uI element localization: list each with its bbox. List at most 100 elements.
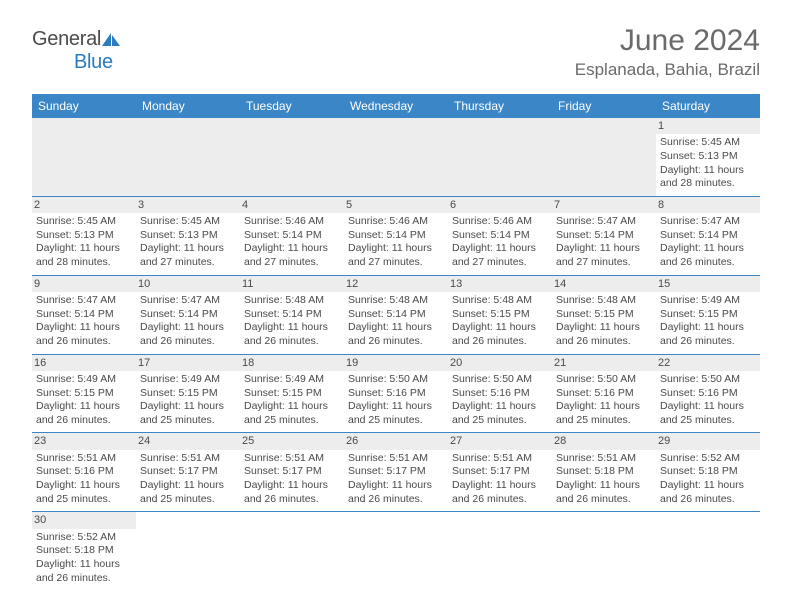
sunrise-line: Sunrise: 5:47 AM	[556, 215, 652, 229]
daylight-line: Daylight: 11 hours and 27 minutes.	[348, 242, 444, 269]
day-number: 7	[552, 197, 656, 213]
daylight-line: Daylight: 11 hours and 25 minutes.	[556, 400, 652, 427]
location-subtitle: Esplanada, Bahia, Brazil	[575, 60, 760, 80]
day-number: 16	[32, 355, 136, 371]
sunrise-line: Sunrise: 5:49 AM	[140, 373, 236, 387]
calendar-cell: 29Sunrise: 5:52 AMSunset: 5:18 PMDayligh…	[656, 433, 760, 512]
day-number: 12	[344, 276, 448, 292]
calendar-cell	[240, 118, 344, 196]
day-number: 30	[32, 512, 136, 528]
logo-text-blue: Blue	[74, 51, 113, 73]
sunset-line: Sunset: 5:15 PM	[660, 308, 756, 322]
col-monday: Monday	[136, 94, 240, 118]
col-friday: Friday	[552, 94, 656, 118]
col-sunday: Sunday	[32, 94, 136, 118]
sunrise-line: Sunrise: 5:48 AM	[452, 294, 548, 308]
daylight-line: Daylight: 11 hours and 26 minutes.	[452, 479, 548, 506]
sunset-line: Sunset: 5:16 PM	[452, 387, 548, 401]
calendar-cell: 9Sunrise: 5:47 AMSunset: 5:14 PMDaylight…	[32, 275, 136, 354]
sunrise-line: Sunrise: 5:51 AM	[140, 452, 236, 466]
sunset-line: Sunset: 5:14 PM	[244, 308, 340, 322]
calendar-cell: 26Sunrise: 5:51 AMSunset: 5:17 PMDayligh…	[344, 433, 448, 512]
daylight-line: Daylight: 11 hours and 26 minutes.	[556, 321, 652, 348]
sunset-line: Sunset: 5:14 PM	[244, 229, 340, 243]
month-title: June 2024	[575, 24, 760, 58]
calendar-cell	[448, 118, 552, 196]
calendar-cell: 13Sunrise: 5:48 AMSunset: 5:15 PMDayligh…	[448, 275, 552, 354]
calendar-cell: 25Sunrise: 5:51 AMSunset: 5:17 PMDayligh…	[240, 433, 344, 512]
calendar-cell	[448, 512, 552, 590]
weekday-header-row: Sunday Monday Tuesday Wednesday Thursday…	[32, 94, 760, 118]
sunrise-line: Sunrise: 5:49 AM	[36, 373, 132, 387]
calendar-cell: 22Sunrise: 5:50 AMSunset: 5:16 PMDayligh…	[656, 354, 760, 433]
calendar-cell: 11Sunrise: 5:48 AMSunset: 5:14 PMDayligh…	[240, 275, 344, 354]
calendar-cell	[344, 512, 448, 590]
sunset-line: Sunset: 5:15 PM	[36, 387, 132, 401]
daylight-line: Daylight: 11 hours and 27 minutes.	[140, 242, 236, 269]
day-number: 24	[136, 433, 240, 449]
sunset-line: Sunset: 5:15 PM	[244, 387, 340, 401]
daylight-line: Daylight: 11 hours and 26 minutes.	[348, 321, 444, 348]
daylight-line: Daylight: 11 hours and 27 minutes.	[556, 242, 652, 269]
sunrise-line: Sunrise: 5:45 AM	[140, 215, 236, 229]
calendar-cell: 19Sunrise: 5:50 AMSunset: 5:16 PMDayligh…	[344, 354, 448, 433]
calendar-cell: 16Sunrise: 5:49 AMSunset: 5:15 PMDayligh…	[32, 354, 136, 433]
col-wednesday: Wednesday	[344, 94, 448, 118]
day-number: 2	[32, 197, 136, 213]
calendar-cell: 10Sunrise: 5:47 AMSunset: 5:14 PMDayligh…	[136, 275, 240, 354]
col-tuesday: Tuesday	[240, 94, 344, 118]
calendar-cell: 17Sunrise: 5:49 AMSunset: 5:15 PMDayligh…	[136, 354, 240, 433]
logo-text-general: General	[32, 28, 101, 50]
calendar-cell: 18Sunrise: 5:49 AMSunset: 5:15 PMDayligh…	[240, 354, 344, 433]
calendar-cell: 21Sunrise: 5:50 AMSunset: 5:16 PMDayligh…	[552, 354, 656, 433]
sunrise-line: Sunrise: 5:47 AM	[660, 215, 756, 229]
sunrise-line: Sunrise: 5:45 AM	[36, 215, 132, 229]
sunset-line: Sunset: 5:14 PM	[660, 229, 756, 243]
calendar-cell: 4Sunrise: 5:46 AMSunset: 5:14 PMDaylight…	[240, 196, 344, 275]
daylight-line: Daylight: 11 hours and 28 minutes.	[660, 164, 756, 191]
daylight-line: Daylight: 11 hours and 26 minutes.	[140, 321, 236, 348]
calendar-cell: 20Sunrise: 5:50 AMSunset: 5:16 PMDayligh…	[448, 354, 552, 433]
day-number: 18	[240, 355, 344, 371]
daylight-line: Daylight: 11 hours and 25 minutes.	[660, 400, 756, 427]
calendar-cell	[136, 118, 240, 196]
calendar-table: Sunday Monday Tuesday Wednesday Thursday…	[32, 94, 760, 590]
sunrise-line: Sunrise: 5:51 AM	[556, 452, 652, 466]
daylight-line: Daylight: 11 hours and 26 minutes.	[36, 558, 132, 585]
calendar-cell: 2Sunrise: 5:45 AMSunset: 5:13 PMDaylight…	[32, 196, 136, 275]
sunset-line: Sunset: 5:18 PM	[36, 544, 132, 558]
day-number: 5	[344, 197, 448, 213]
sunset-line: Sunset: 5:14 PM	[36, 308, 132, 322]
calendar-row: 2Sunrise: 5:45 AMSunset: 5:13 PMDaylight…	[32, 196, 760, 275]
calendar-cell	[344, 118, 448, 196]
calendar-cell	[656, 512, 760, 590]
sunset-line: Sunset: 5:16 PM	[36, 465, 132, 479]
sunset-line: Sunset: 5:17 PM	[244, 465, 340, 479]
calendar-cell	[552, 118, 656, 196]
sunset-line: Sunset: 5:14 PM	[348, 229, 444, 243]
daylight-line: Daylight: 11 hours and 27 minutes.	[452, 242, 548, 269]
sunrise-line: Sunrise: 5:50 AM	[348, 373, 444, 387]
daylight-line: Daylight: 11 hours and 26 minutes.	[36, 321, 132, 348]
daylight-line: Daylight: 11 hours and 27 minutes.	[244, 242, 340, 269]
day-number: 25	[240, 433, 344, 449]
calendar-cell: 14Sunrise: 5:48 AMSunset: 5:15 PMDayligh…	[552, 275, 656, 354]
calendar-cell: 12Sunrise: 5:48 AMSunset: 5:14 PMDayligh…	[344, 275, 448, 354]
title-block: June 2024 Esplanada, Bahia, Brazil	[575, 24, 760, 80]
sunrise-line: Sunrise: 5:47 AM	[36, 294, 132, 308]
daylight-line: Daylight: 11 hours and 26 minutes.	[556, 479, 652, 506]
day-number: 8	[656, 197, 760, 213]
calendar-row: 23Sunrise: 5:51 AMSunset: 5:16 PMDayligh…	[32, 433, 760, 512]
day-number: 14	[552, 276, 656, 292]
day-number: 4	[240, 197, 344, 213]
sunset-line: Sunset: 5:14 PM	[140, 308, 236, 322]
calendar-cell: 7Sunrise: 5:47 AMSunset: 5:14 PMDaylight…	[552, 196, 656, 275]
day-number: 17	[136, 355, 240, 371]
calendar-cell: 5Sunrise: 5:46 AMSunset: 5:14 PMDaylight…	[344, 196, 448, 275]
day-number: 3	[136, 197, 240, 213]
calendar-cell: 15Sunrise: 5:49 AMSunset: 5:15 PMDayligh…	[656, 275, 760, 354]
daylight-line: Daylight: 11 hours and 25 minutes.	[140, 479, 236, 506]
sunrise-line: Sunrise: 5:47 AM	[140, 294, 236, 308]
sunrise-line: Sunrise: 5:45 AM	[660, 136, 756, 150]
sunrise-line: Sunrise: 5:50 AM	[660, 373, 756, 387]
